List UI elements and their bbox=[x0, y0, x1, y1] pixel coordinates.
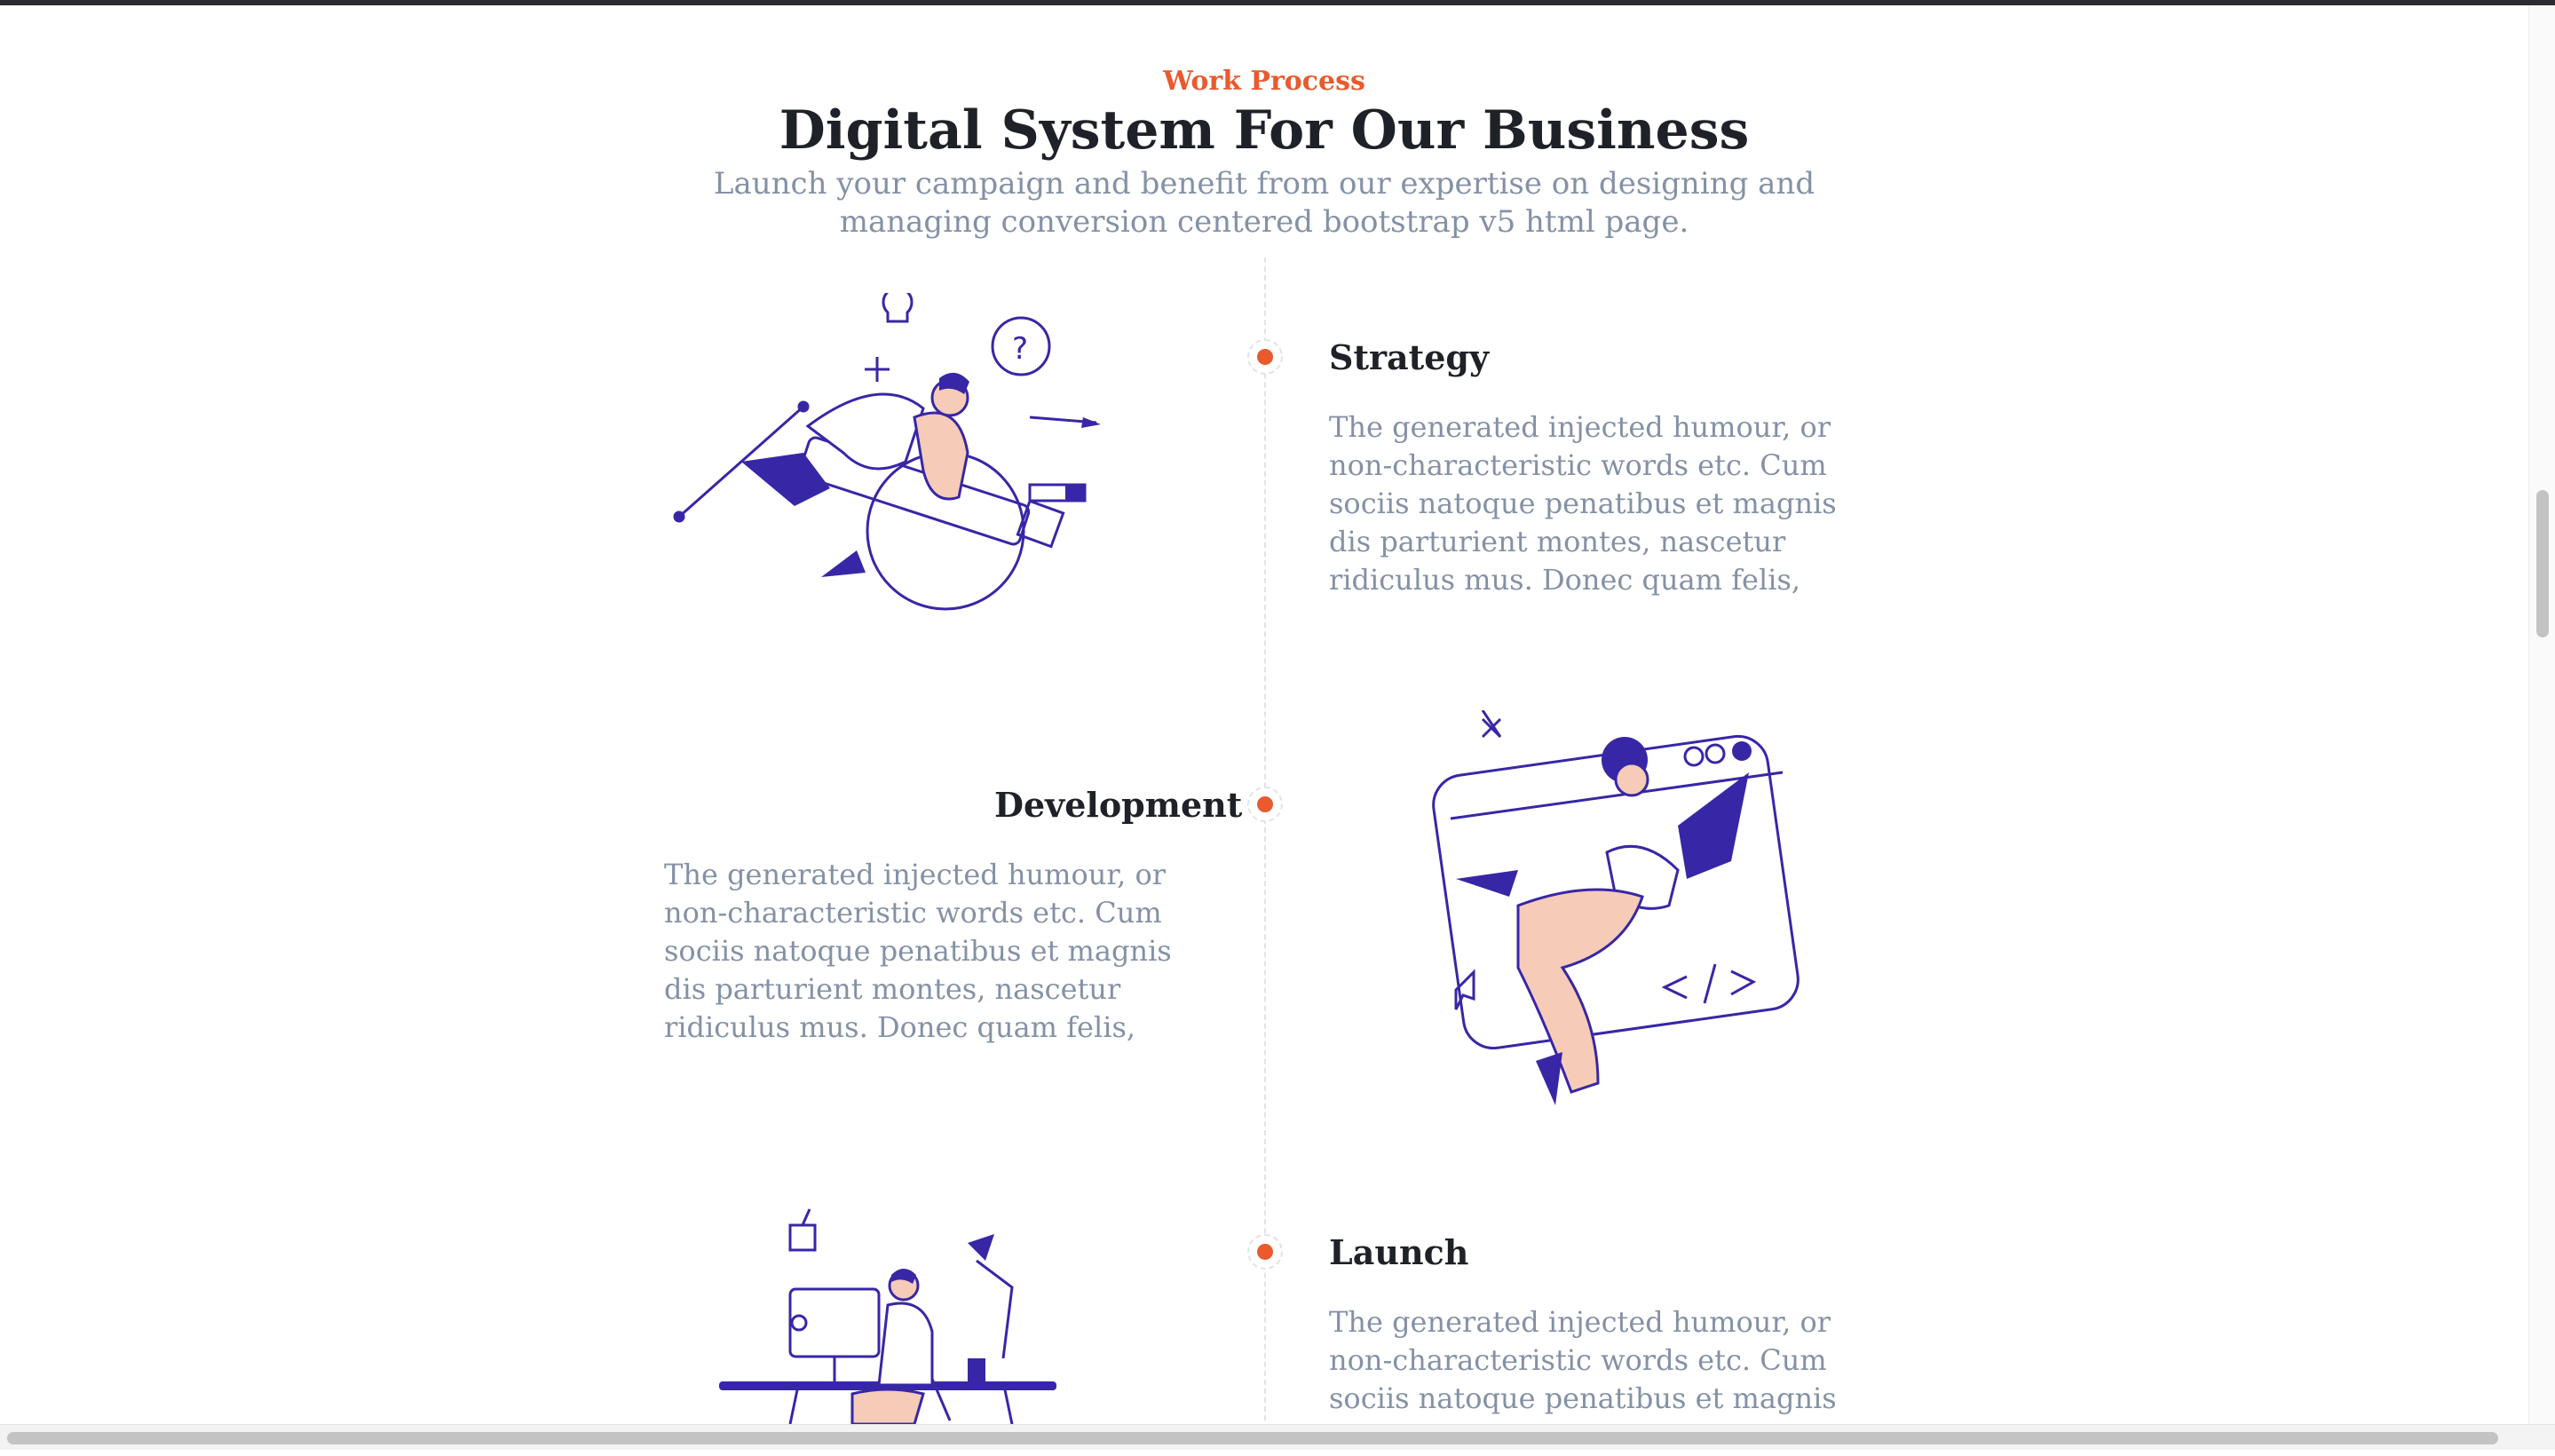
step-title-launch: Launch bbox=[1329, 1232, 1469, 1272]
section-eyebrow: Work Process bbox=[1163, 66, 1365, 97]
timeline-line bbox=[1264, 257, 1266, 1429]
step-text-strategy: The generated injected humour, or non-ch… bbox=[1329, 410, 1837, 597]
floating-developer-illustration bbox=[1432, 710, 1800, 1105]
timeline-dot-strategy bbox=[1247, 339, 1283, 375]
step-text-development: The generated injected humour, or non-ch… bbox=[664, 858, 1172, 1044]
horizontal-scrollbar[interactable] bbox=[0, 1424, 2555, 1450]
section-title: Digital System For Our Business bbox=[779, 99, 1750, 162]
timeline-dot-launch bbox=[1247, 1234, 1283, 1270]
desk-workstation-illustration bbox=[719, 1208, 1056, 1424]
rocket-pen-illustration: ? bbox=[673, 293, 1101, 611]
vertical-scrollbar-thumb[interactable] bbox=[2536, 490, 2549, 637]
timeline-dot-development bbox=[1247, 787, 1283, 822]
browser-top-edge bbox=[0, 0, 2555, 5]
step-title-development: Development bbox=[994, 785, 1243, 825]
section-subtitle: Launch your campaign and benefit from ou… bbox=[713, 166, 1815, 240]
horizontal-scrollbar-thumb[interactable] bbox=[7, 1432, 2498, 1444]
step-title-strategy: Strategy bbox=[1329, 337, 1490, 377]
vertical-scrollbar[interactable] bbox=[2528, 5, 2555, 1424]
svg-text:?: ? bbox=[1012, 331, 1028, 367]
step-text-launch: The generated injected humour, or non-ch… bbox=[1329, 1305, 1837, 1453]
